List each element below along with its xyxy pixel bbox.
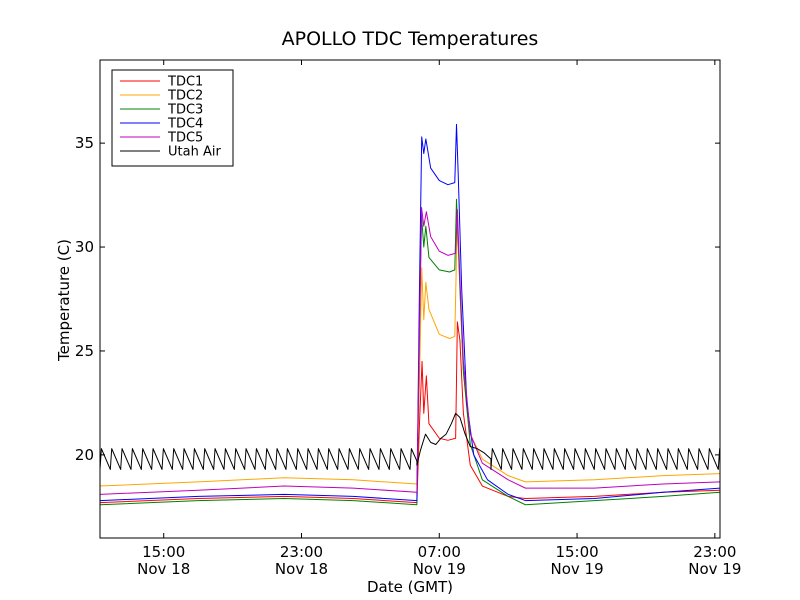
- x-tick-label-date: Nov 19: [550, 560, 603, 578]
- x-tick-label-time: 23:00: [693, 543, 736, 561]
- series-line-tdc2: [99, 215, 721, 487]
- legend-label: TDC1: [167, 75, 203, 90]
- x-tick-label-time: 07:00: [418, 543, 461, 561]
- x-tick-label-time: 23:00: [280, 543, 323, 561]
- series-line-utah-air: [99, 412, 721, 470]
- legend-label: TDC5: [167, 131, 203, 146]
- x-tick-label-date: Nov 19: [413, 560, 466, 578]
- y-axis-label: Temperature (C): [55, 239, 73, 362]
- series-line-tdc4: [99, 123, 721, 502]
- x-tick-label-date: Nov 18: [137, 560, 190, 578]
- series-line-tdc1: [99, 321, 721, 504]
- legend-label: TDC4: [167, 117, 203, 132]
- series-line-tdc5: [99, 207, 721, 495]
- chart-title: APOLLO TDC Temperatures: [282, 28, 539, 50]
- x-tick-label-time: 15:00: [555, 543, 598, 561]
- x-tick-label-date: Nov 19: [688, 560, 741, 578]
- series-line-tdc3: [99, 198, 721, 506]
- plot-frame: [99, 59, 721, 539]
- legend-label: TDC3: [167, 103, 203, 118]
- legend-label: Utah Air: [168, 145, 221, 160]
- legend-box: [111, 69, 234, 167]
- y-tick-label: 25: [75, 342, 94, 360]
- y-tick-label: 30: [75, 238, 94, 256]
- x-axis-label: Date (GMT): [367, 578, 453, 596]
- x-tick-label-date: Nov 18: [275, 560, 328, 578]
- x-tick-label-time: 15:00: [142, 543, 185, 561]
- series-layer: [99, 123, 721, 506]
- y-tick-label: 35: [75, 134, 94, 152]
- legend-label: TDC2: [167, 89, 203, 104]
- y-tick-label: 20: [75, 446, 94, 464]
